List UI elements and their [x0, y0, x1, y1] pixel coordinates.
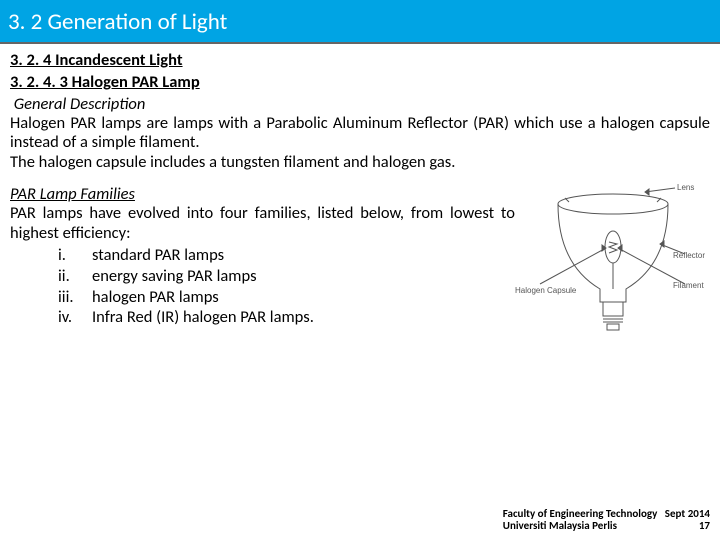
content: 3. 2. 4 Incandescent Light 3. 2. 4. 3 Ha… [0, 44, 720, 339]
general-description-text: Halogen PAR lamps are lamps with a Parab… [10, 114, 710, 172]
families-label: PAR Lamp Families [10, 184, 515, 204]
list-item: iv.Infra Red (IR) halogen PAR lamps. [58, 307, 515, 328]
list-item: iii.halogen PAR lamps [58, 287, 515, 308]
footer-faculty: Faculty of Engineering Technology [503, 507, 658, 520]
families-list: i.standard PAR lamps ii.energy saving PA… [58, 245, 515, 328]
page-title: 3. 2 Generation of Light [8, 8, 227, 36]
par-lamp-diagram: Lens Reflector Filament Halogen Capsule [515, 184, 710, 339]
filament-label: Filament [673, 281, 704, 290]
lens-label: Lens [677, 184, 694, 192]
capsule-label: Halogen Capsule [515, 286, 577, 295]
subheading-1: 3. 2. 4 Incandescent Light [10, 50, 710, 70]
subheading-2: 3. 2. 4. 3 Halogen PAR Lamp [10, 72, 710, 92]
footer-date: Sept 2014 [665, 507, 710, 520]
title-bar: 3. 2 Generation of Light [0, 0, 720, 44]
page-number: 17 [699, 520, 710, 532]
footer-university: Universiti Malaysia Perlis [503, 519, 617, 532]
footer: Faculty of Engineering Technology Sept 2… [503, 508, 710, 532]
list-item: i.standard PAR lamps [58, 245, 515, 266]
list-item: ii.energy saving PAR lamps [58, 266, 515, 287]
general-description-label: General Description [10, 94, 710, 114]
families-intro: PAR lamps have evolved into four familie… [10, 204, 515, 243]
reflector-label: Reflector [673, 251, 705, 260]
